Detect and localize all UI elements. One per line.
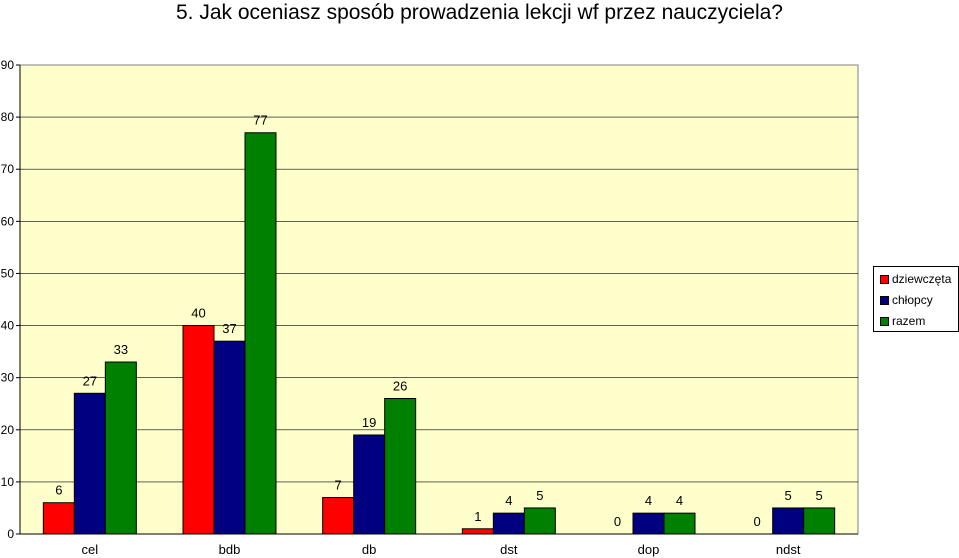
legend-swatch-chlopcy — [880, 295, 889, 305]
chart-title: 5. Jak oceniasz sposób prowadzenia lekcj… — [176, 1, 783, 24]
y-tick-label: 50 — [1, 266, 15, 280]
legend-swatch-razem — [880, 316, 889, 326]
y-tick-label: 60 — [1, 214, 15, 228]
data-label: 0 — [754, 514, 761, 529]
bar — [663, 512, 696, 535]
bar — [523, 507, 556, 535]
legend-label-razem: razem — [892, 314, 926, 328]
legend-item-dziewczeta: dziewczęta — [880, 272, 951, 286]
bar — [213, 340, 246, 535]
bar — [772, 507, 805, 535]
bar — [632, 512, 665, 535]
data-label: 33 — [114, 342, 128, 357]
bar — [104, 361, 137, 535]
bars — [42, 132, 836, 535]
y-tick-label: 30 — [1, 371, 15, 385]
bar — [353, 434, 386, 535]
x-category-label: dop — [638, 542, 660, 557]
legend-item-razem: razem — [880, 314, 925, 328]
data-label: 5 — [785, 488, 792, 503]
grid-lines — [20, 116, 858, 483]
bar — [384, 398, 417, 535]
y-tick-label: 0 — [7, 527, 14, 541]
legend: dziewczęta chłopcy razem — [873, 266, 959, 332]
data-label: 0 — [614, 514, 621, 529]
y-tick-label: 20 — [1, 423, 15, 437]
y-tick-label: 90 — [1, 58, 15, 72]
data-label: 27 — [83, 373, 97, 388]
data-label: 4 — [505, 493, 512, 508]
data-label: 7 — [335, 478, 342, 493]
data-label: 19 — [362, 415, 376, 430]
data-label: 77 — [253, 113, 267, 128]
legend-swatch-dziewczeta — [880, 274, 889, 284]
y-tick-label: 70 — [1, 162, 15, 176]
plot-area — [19, 64, 859, 535]
legend-label-chlopcy: chłopcy — [892, 293, 933, 307]
x-category-label: db — [362, 542, 376, 557]
bar — [322, 497, 355, 535]
data-label: 26 — [393, 379, 407, 394]
data-label: 37 — [222, 321, 236, 336]
x-category-label: ndst — [776, 542, 801, 557]
bar — [461, 528, 494, 535]
data-label: 40 — [191, 306, 205, 321]
x-axis-categories: cel bdb db dst dop ndst — [82, 542, 801, 557]
data-label: 1 — [474, 509, 481, 524]
data-label: 5 — [536, 488, 543, 503]
data-label: 4 — [645, 493, 652, 508]
bar — [42, 502, 75, 535]
data-label: 4 — [676, 493, 683, 508]
bar — [73, 392, 106, 535]
x-category-label: cel — [82, 542, 99, 557]
x-category-label: dst — [500, 542, 518, 557]
y-tick-label: 10 — [1, 475, 15, 489]
legend-item-chlopcy: chłopcy — [880, 293, 933, 307]
bar — [244, 132, 277, 535]
bar — [492, 512, 525, 535]
bar — [182, 325, 215, 535]
y-tick-label: 80 — [1, 110, 15, 124]
x-category-label: bdb — [219, 542, 241, 557]
data-label: 6 — [55, 483, 62, 498]
bar — [803, 507, 836, 535]
legend-label-dziewczeta: dziewczęta — [892, 272, 952, 286]
y-tick-label: 40 — [1, 319, 15, 333]
data-label: 5 — [816, 488, 823, 503]
